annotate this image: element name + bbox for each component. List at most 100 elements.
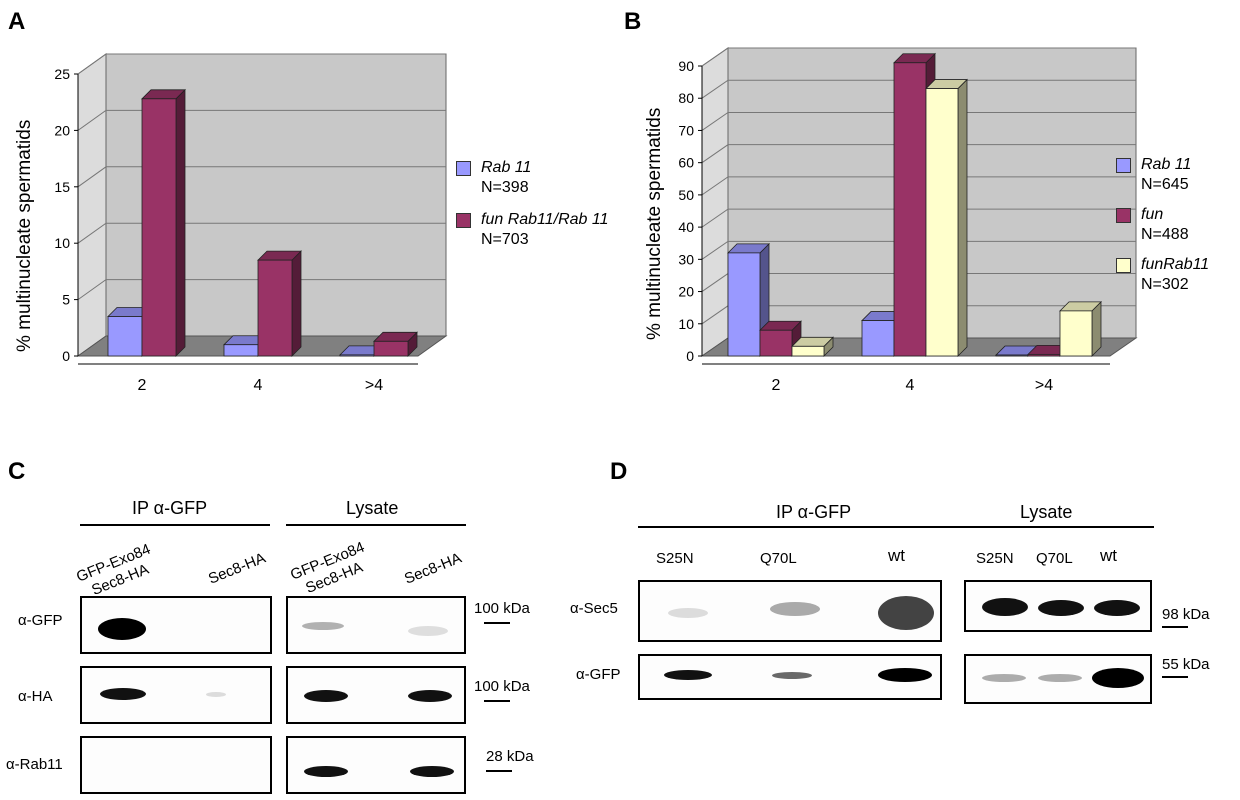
legend-label: Rab 11 N=645 <box>1141 156 1192 193</box>
c-marker-line <box>484 700 510 702</box>
blot-band <box>878 596 934 630</box>
legend-swatch-maroon <box>1116 208 1131 223</box>
d-lysate-lane-s25n: S25N <box>976 550 1014 567</box>
y-tick-label: 70 <box>678 122 694 138</box>
blot-band <box>1094 600 1140 616</box>
d-lane-s25n: S25N <box>656 550 694 567</box>
y-tick-label: 80 <box>678 90 694 106</box>
gridline <box>77 109 446 131</box>
c-marker-line <box>484 622 510 624</box>
bar <box>1059 310 1093 357</box>
d-lane-wt: wt <box>888 546 905 565</box>
x-category-label: 4 <box>254 377 263 394</box>
gridline <box>77 53 446 75</box>
bar <box>373 340 409 357</box>
legend-label: fun N=488 <box>1141 206 1189 243</box>
gridline <box>77 166 446 188</box>
d-marker-line <box>1162 676 1188 678</box>
blot-band <box>304 766 348 777</box>
c-marker-line <box>486 770 512 772</box>
bar <box>759 329 793 357</box>
legend-entry: Rab 11 N=398 <box>456 158 609 198</box>
gridline <box>77 279 446 301</box>
y-tick-label: 0 <box>62 348 70 364</box>
bar-side <box>175 88 186 357</box>
x-category-label: >4 <box>1035 377 1053 394</box>
blot-band <box>770 602 820 616</box>
gridline <box>701 144 1136 164</box>
blot-band <box>982 598 1028 616</box>
chart-side-wall <box>701 47 729 357</box>
panel-letter-b: B <box>624 8 642 35</box>
blot-band <box>408 690 452 702</box>
d-row-label-sec5: α-Sec5 <box>570 600 618 617</box>
bar <box>727 252 761 357</box>
y-tick-label: 90 <box>678 58 694 74</box>
legend-entry: funRab11 N=302 <box>1116 255 1209 295</box>
d-ip-header: IP α-GFP <box>776 502 852 522</box>
d-row-label-gfp: α-GFP <box>576 666 621 683</box>
y-tick-label: 15 <box>54 179 70 195</box>
blot-band <box>664 670 712 680</box>
legend-swatch-cream <box>1116 258 1131 273</box>
d-lysate-header: Lysate <box>1020 502 1073 522</box>
panel-letter-a: A <box>8 8 26 35</box>
bar <box>257 259 293 357</box>
blot-band <box>1038 674 1082 682</box>
c-ip-rule <box>80 524 270 526</box>
legend-swatch-blue <box>456 161 471 176</box>
chart-side-wall <box>77 53 107 357</box>
bar <box>861 320 895 357</box>
c-blot-lysate-rab11 <box>286 736 466 794</box>
chart-a: % multinucleate spermatids 0 5 10 15 20 25 2 4 >… <box>0 0 620 420</box>
blot-band <box>878 668 932 682</box>
blot-band <box>668 608 708 618</box>
y-tick-label: 60 <box>678 155 694 171</box>
chart-a-legend: Rab 11 N=398 fun Rab11/Rab 11 N=703 <box>456 158 609 250</box>
legend-label: fun Rab11/Rab 11 N=703 <box>481 211 609 248</box>
chart-b-svg: 0 10 20 30 40 50 60 70 80 90 2 4 >4 <box>678 47 1138 394</box>
blot-band <box>408 626 448 636</box>
y-tick-label: 50 <box>678 187 694 203</box>
y-tick-label: 10 <box>54 235 70 251</box>
c-blot-ip-ha <box>80 666 272 724</box>
blot-band <box>302 622 344 630</box>
bar <box>791 345 825 357</box>
bar <box>107 316 143 357</box>
y-tick-label: 5 <box>62 292 70 308</box>
c-lane-label-3: GFP-Exo84 Sec8-HA <box>288 538 368 598</box>
chart-a-svg: 0 5 10 15 20 25 2 4 >4 <box>54 53 448 394</box>
y-tick-label: 20 <box>54 122 70 138</box>
c-lane-label-1: GFP-Exo84 Sec8-HA <box>74 540 154 600</box>
bar <box>1027 353 1061 357</box>
bar-side <box>957 78 968 357</box>
bar <box>925 88 959 357</box>
panel-letter-c: C <box>8 458 26 485</box>
c-lysate-header: Lysate <box>346 498 399 518</box>
legend-entry: fun N=488 <box>1116 205 1209 245</box>
blot-band <box>772 672 812 679</box>
x-category-label: >4 <box>365 377 383 394</box>
c-row-label-rab11: α-Rab11 <box>6 756 63 773</box>
c-row-label-ha: α-HA <box>18 688 53 705</box>
d-blot-lysate-gfp <box>964 654 1152 704</box>
blot-band <box>100 688 146 700</box>
bar <box>223 344 259 357</box>
d-marker-2: 55 kDa <box>1162 656 1210 673</box>
c-marker-3: 28 kDa <box>486 748 534 765</box>
legend-swatch-blue <box>1116 158 1131 173</box>
d-marker-1: 98 kDa <box>1162 606 1210 623</box>
d-blot-lysate-sec5 <box>964 580 1152 632</box>
gridline <box>701 47 1136 67</box>
legend-label: Rab 11 N=398 <box>481 159 532 196</box>
y-tick-label: 0 <box>686 348 694 364</box>
c-marker-2: 100 kDa <box>474 678 530 695</box>
c-blot-lysate-gfp <box>286 596 466 654</box>
y-tick-label: 25 <box>54 66 70 82</box>
c-blot-lysate-ha <box>286 666 466 724</box>
x-category-label: 4 <box>906 377 915 394</box>
c-blot-ip-gfp <box>80 596 272 654</box>
legend-swatch-maroon <box>456 213 471 228</box>
x-category-label: 2 <box>772 377 781 394</box>
d-ip-rule <box>638 526 968 528</box>
